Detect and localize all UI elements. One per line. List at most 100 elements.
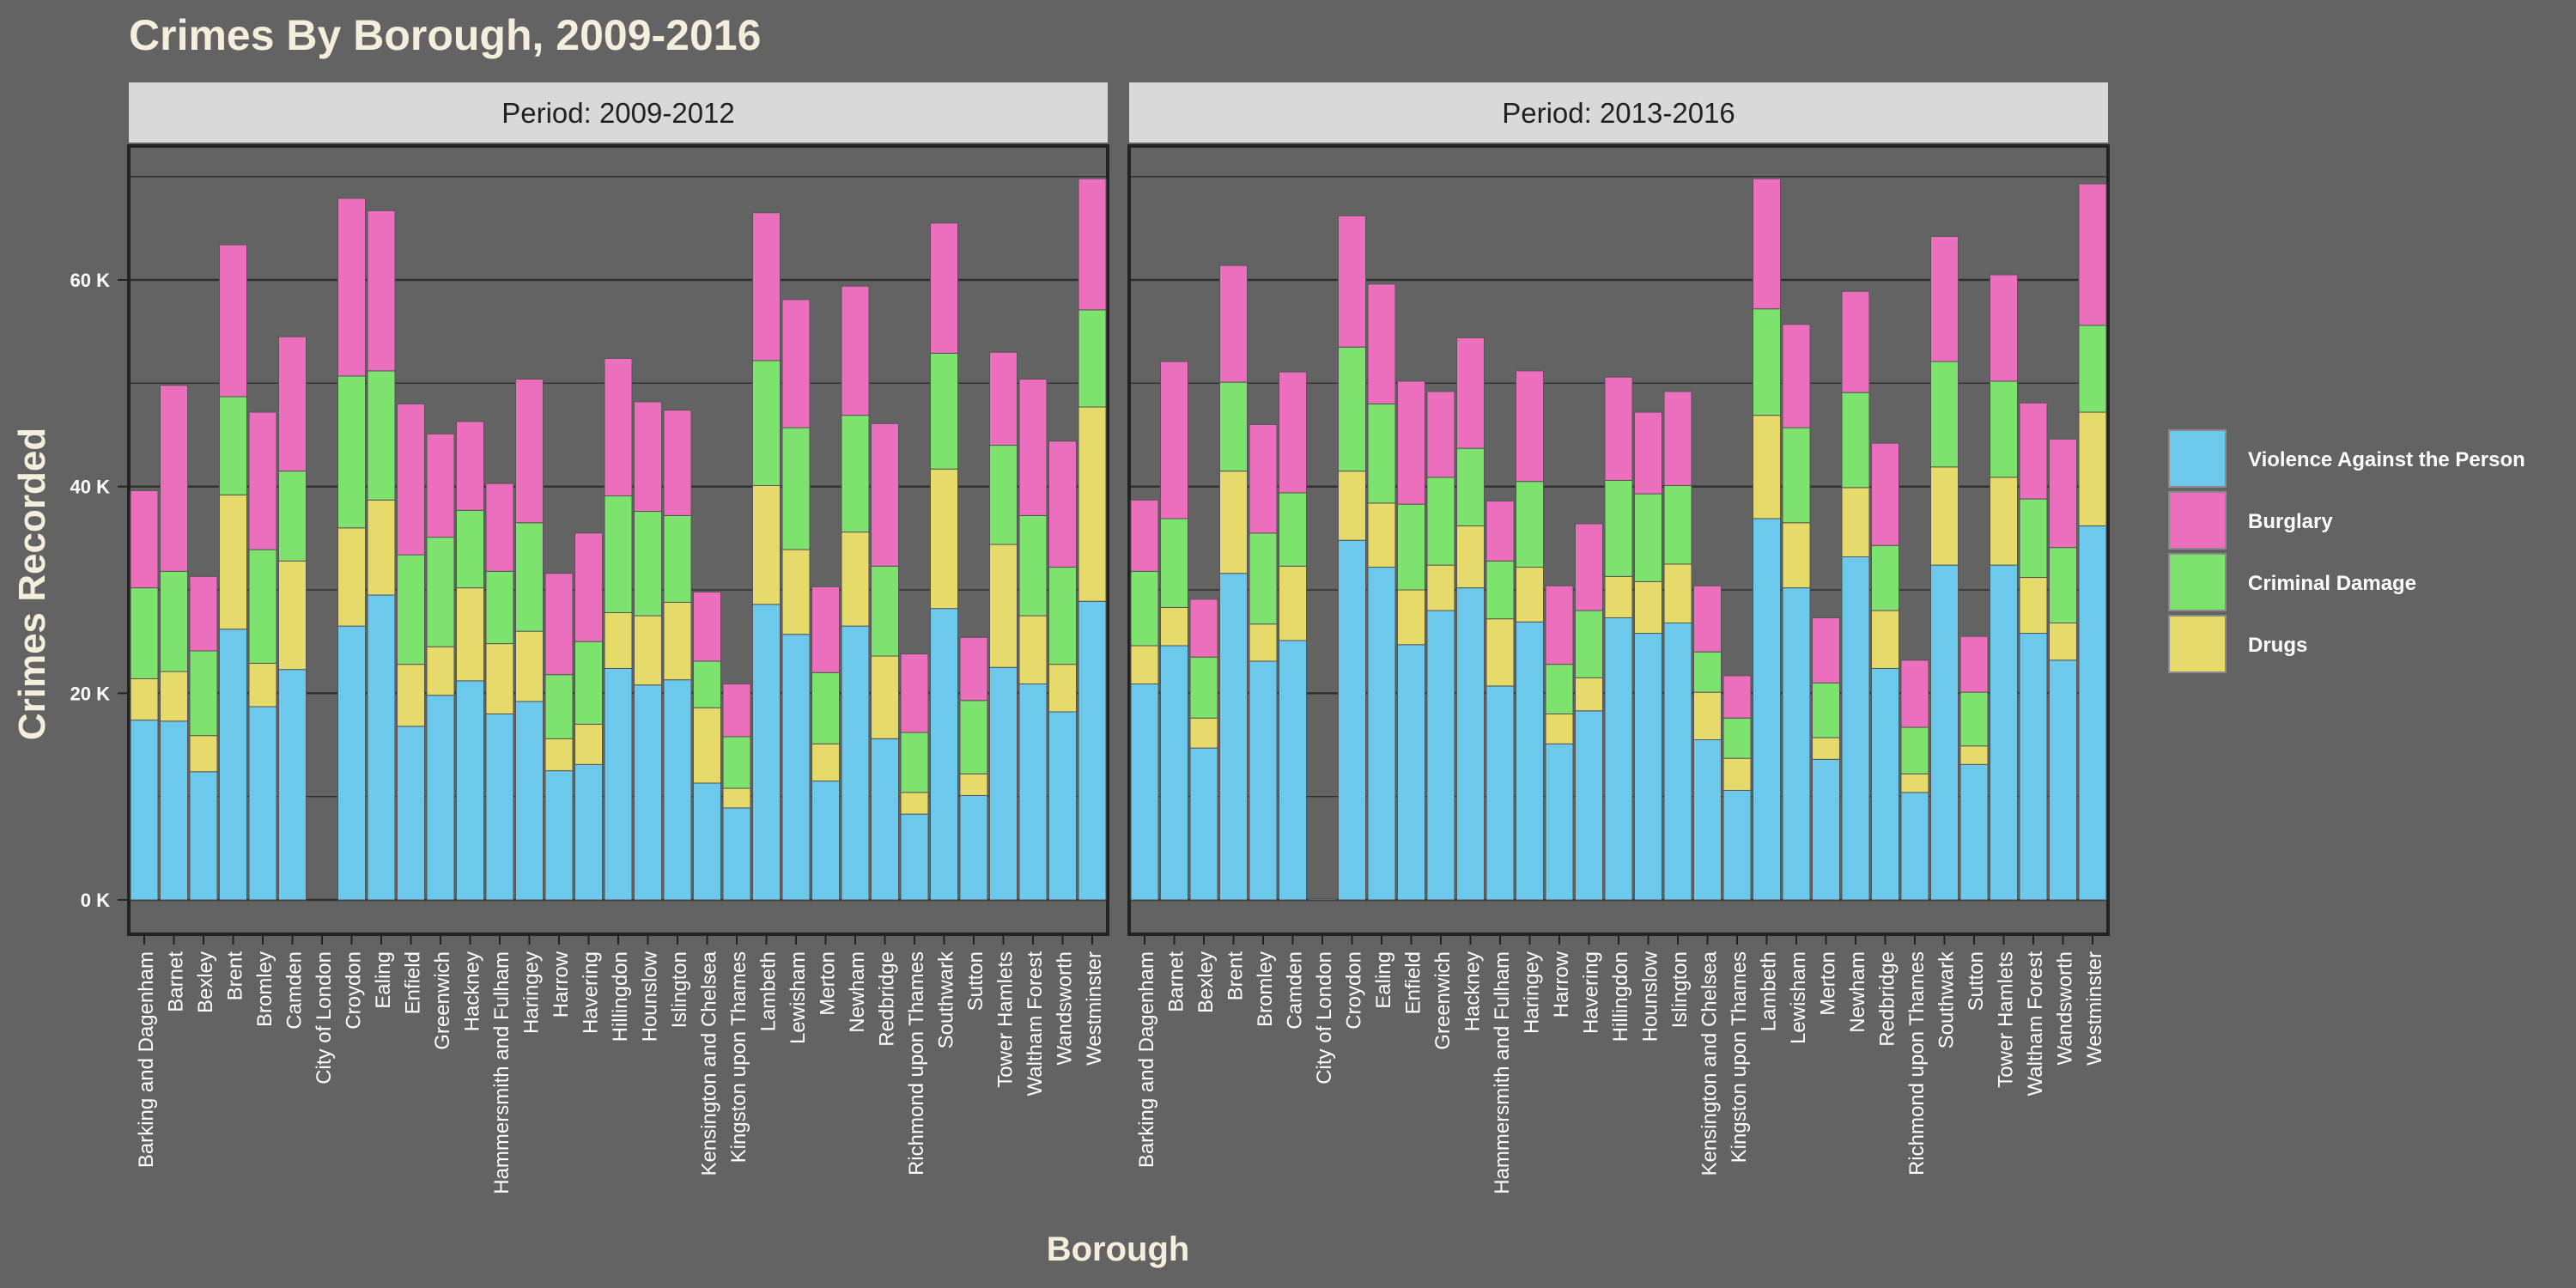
bar-segment bbox=[1338, 215, 1366, 348]
bar-segment bbox=[1871, 544, 1899, 611]
bar-segment bbox=[1249, 423, 1278, 534]
bar-segment bbox=[189, 650, 218, 737]
bar-segment bbox=[1219, 573, 1248, 901]
bar-segment bbox=[1219, 471, 1248, 574]
bar-segment bbox=[337, 197, 366, 377]
bar-segment bbox=[2078, 411, 2107, 526]
bar-segment bbox=[397, 554, 425, 665]
bar-segment bbox=[1130, 570, 1159, 647]
x-tick-label: Lewisham bbox=[1787, 951, 1810, 1044]
bar-segment bbox=[2078, 525, 2107, 901]
bar-segment bbox=[752, 360, 781, 486]
bar-segment bbox=[1930, 235, 1959, 362]
x-tick-label: Islington bbox=[1668, 951, 1692, 1028]
bar-segment bbox=[604, 667, 633, 901]
bar-segment bbox=[1338, 346, 1366, 472]
bar-segment bbox=[722, 807, 751, 901]
bar-segment bbox=[278, 669, 307, 901]
x-tick-label: Redbridge bbox=[876, 951, 899, 1047]
bar-segment bbox=[2049, 659, 2077, 901]
bar-segment bbox=[1722, 675, 1752, 719]
bar-segment bbox=[1160, 361, 1188, 519]
bar-segment bbox=[959, 773, 988, 796]
x-tick-label: Waltham Forest bbox=[2024, 951, 2047, 1097]
bar-segment bbox=[1426, 477, 1455, 566]
bar-segment bbox=[1048, 440, 1077, 568]
bar-segment bbox=[456, 680, 484, 901]
bar-segment bbox=[1279, 565, 1307, 641]
bar-segment bbox=[278, 336, 307, 472]
legend-label: Drugs bbox=[2248, 634, 2307, 657]
x-tick-label: Harrow bbox=[550, 951, 573, 1018]
bar-segment bbox=[1456, 525, 1485, 589]
bar-segment bbox=[1367, 403, 1396, 504]
x-tick-label: Hounslow bbox=[639, 951, 662, 1042]
bar-segment bbox=[1249, 660, 1278, 901]
bar-segment bbox=[959, 700, 988, 775]
bar-segment bbox=[1663, 623, 1692, 901]
bar-segment bbox=[426, 433, 455, 538]
bar-segment bbox=[1841, 392, 1870, 489]
bar-segment bbox=[544, 738, 574, 772]
bar-segment bbox=[900, 813, 929, 901]
y-tick-label: 0 K bbox=[81, 890, 110, 911]
x-tick-label: Bromley bbox=[1254, 951, 1277, 1027]
x-tick-label: Brent bbox=[224, 951, 247, 1001]
bar-segment bbox=[1189, 747, 1218, 901]
bar-segment bbox=[1018, 379, 1048, 516]
y-tick-label: 60 K bbox=[70, 270, 111, 291]
bar-segment bbox=[634, 511, 662, 617]
bar-segment bbox=[1990, 477, 2018, 566]
bar-segment bbox=[1959, 691, 1989, 747]
bar-segment bbox=[1575, 610, 1603, 678]
x-tick-label: Kingston upon Thames bbox=[1728, 951, 1751, 1163]
x-tick-label: Hammersmith and Fulham bbox=[1491, 951, 1514, 1194]
bar-segment bbox=[1604, 617, 1633, 901]
bar-segment bbox=[1930, 361, 1959, 468]
bar-segment bbox=[515, 522, 544, 632]
bar-segment bbox=[278, 471, 307, 562]
bar-segment bbox=[1426, 564, 1455, 611]
bar-segment bbox=[1397, 503, 1425, 591]
x-tick-label: City of London bbox=[1313, 951, 1336, 1084]
bar-segment bbox=[574, 763, 603, 901]
bar-segment bbox=[1516, 621, 1544, 901]
bar-segment bbox=[989, 351, 1018, 447]
bar-segment bbox=[1279, 640, 1307, 901]
x-tick-label: Redbridge bbox=[1876, 951, 1899, 1047]
bar-segment bbox=[1545, 743, 1574, 901]
x-tick-label: Hackney bbox=[461, 951, 484, 1031]
bar-segment bbox=[693, 782, 721, 901]
bar-segment bbox=[871, 422, 899, 567]
x-tick-label: Croydon bbox=[1343, 951, 1366, 1030]
bar-segment bbox=[1693, 585, 1722, 653]
bar-segment bbox=[1545, 713, 1574, 744]
bar-segment bbox=[1456, 587, 1485, 901]
x-tick-label: City of London bbox=[313, 951, 336, 1084]
bar-segment bbox=[367, 210, 396, 372]
bar-segment bbox=[752, 604, 781, 901]
bar-segment bbox=[1959, 635, 1989, 693]
x-tick-label: Kensington and Chelsea bbox=[1698, 951, 1722, 1176]
bar-segment bbox=[1693, 651, 1722, 693]
bar-segment bbox=[2049, 623, 2077, 661]
bar-segment bbox=[1485, 501, 1515, 562]
bar-segment bbox=[1279, 371, 1307, 494]
bar-segment bbox=[248, 411, 277, 550]
x-tick-label: Camden bbox=[283, 951, 307, 1030]
x-tick-label: Hillingdon bbox=[609, 951, 632, 1042]
bar-segment bbox=[634, 684, 662, 901]
bar-segment bbox=[1812, 617, 1840, 683]
bar-segment bbox=[130, 489, 159, 589]
bar-segment bbox=[426, 537, 455, 647]
x-tick-label: Merton bbox=[817, 951, 840, 1016]
bar-segment bbox=[1078, 406, 1107, 602]
bar-segment bbox=[1456, 447, 1485, 526]
x-tick-label: Lambeth bbox=[757, 951, 781, 1031]
bar-segment bbox=[811, 586, 840, 673]
bar-segment bbox=[781, 549, 811, 635]
bar-segment bbox=[130, 587, 159, 679]
bar-segment bbox=[485, 713, 514, 901]
bar-segment bbox=[989, 666, 1018, 901]
